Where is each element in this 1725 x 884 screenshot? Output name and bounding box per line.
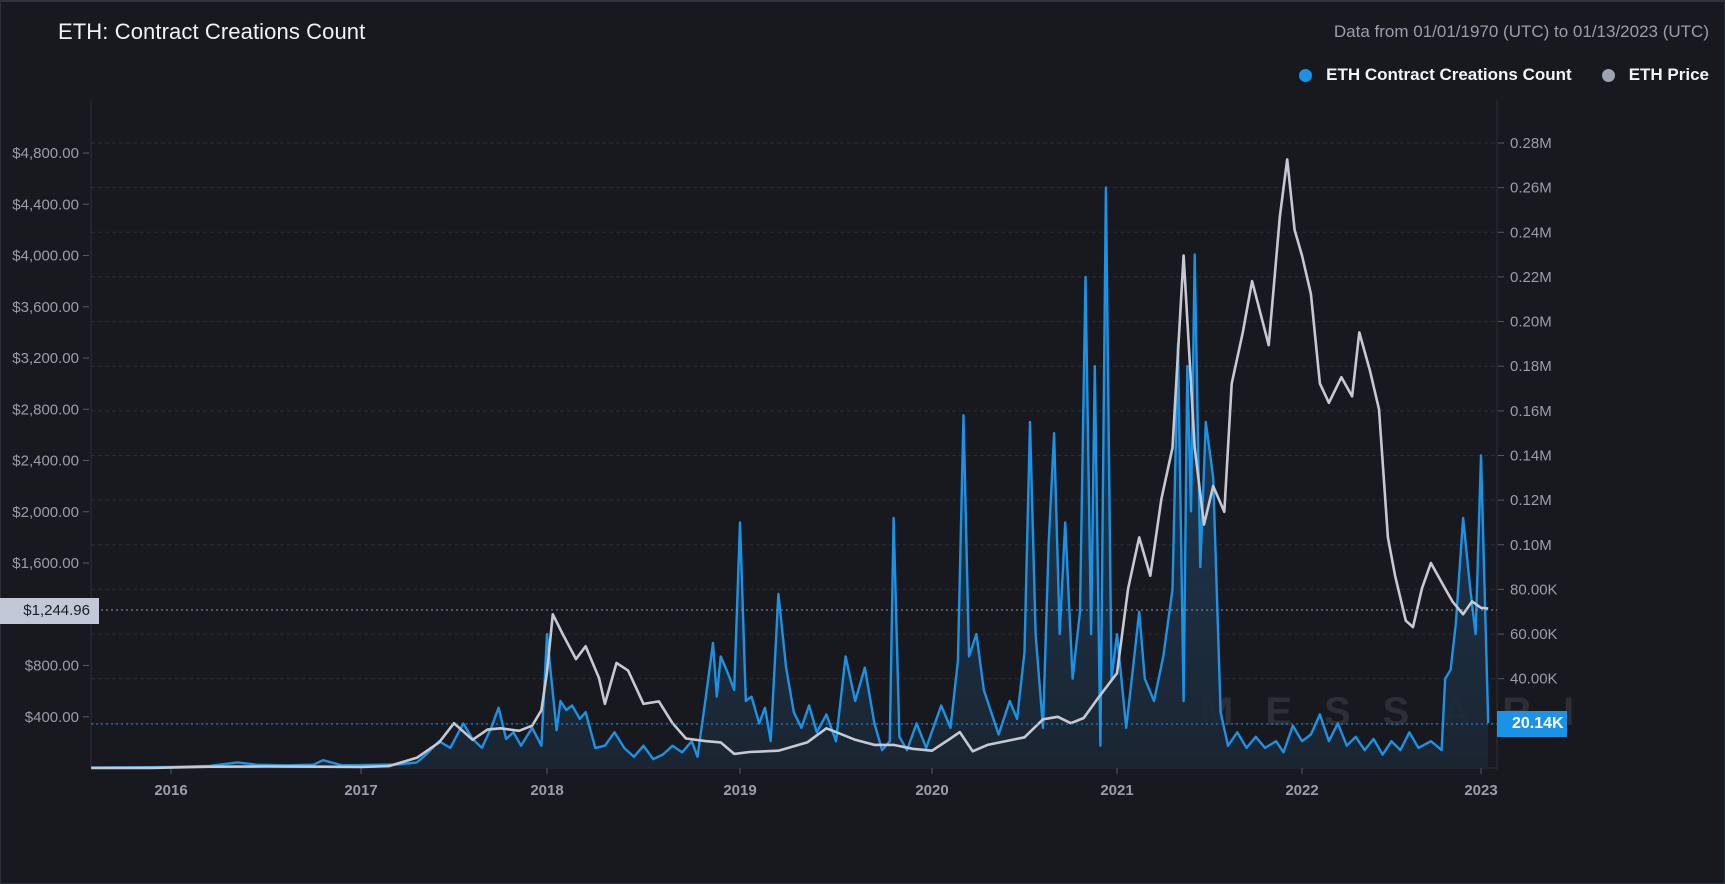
chart-title: ETH: Contract Creations Count (58, 19, 366, 44)
svg-text:80.00K: 80.00K (1510, 581, 1558, 598)
legend-label: ETH Price (1628, 65, 1709, 84)
svg-text:$400.00: $400.00 (25, 709, 79, 726)
eth-price-line (91, 158, 1489, 770)
legend-item-contract-creations[interactable]: ETH Contract Creations Count (1299, 65, 1572, 85)
svg-text:2022: 2022 (1285, 782, 1318, 799)
chart-legend: ETH Contract Creations Count ETH Price (1299, 65, 1709, 85)
svg-text:2020: 2020 (915, 782, 948, 799)
svg-text:60.00K: 60.00K (1510, 626, 1558, 643)
legend-label: ETH Contract Creations Count (1326, 65, 1572, 84)
svg-text:2018: 2018 (530, 782, 563, 799)
svg-text:0.22M: 0.22M (1510, 269, 1552, 286)
svg-text:40.00K: 40.00K (1510, 671, 1558, 688)
svg-text:$800.00: $800.00 (25, 658, 79, 675)
svg-text:0.26M: 0.26M (1510, 180, 1552, 197)
svg-text:0.16M: 0.16M (1510, 403, 1552, 420)
contract-count-area (91, 187, 1489, 769)
svg-text:$2,000.00: $2,000.00 (12, 504, 79, 521)
crosshair-right-label: 20.14K (1497, 711, 1567, 737)
gridlines (91, 142, 1497, 724)
svg-text:0.10M: 0.10M (1510, 537, 1552, 554)
legend-dot-icon (1299, 68, 1313, 82)
legend-dot-icon (1601, 68, 1615, 82)
date-range-label: Data from 01/01/1970 (UTC) to 01/13/2023… (1333, 22, 1709, 41)
svg-text:$3,600.00: $3,600.00 (12, 299, 79, 316)
svg-text:0.24M: 0.24M (1510, 224, 1552, 241)
svg-text:0.18M: 0.18M (1510, 358, 1552, 375)
svg-text:$1,600.00: $1,600.00 (12, 555, 79, 572)
contract-count-line (91, 186, 1490, 769)
svg-text:0.12M: 0.12M (1510, 492, 1552, 509)
svg-text:2021: 2021 (1100, 782, 1133, 799)
svg-text:$2,400.00: $2,400.00 (12, 453, 79, 470)
svg-text:$4,400.00: $4,400.00 (12, 196, 79, 213)
svg-text:0.20M: 0.20M (1510, 314, 1552, 331)
svg-text:2019: 2019 (723, 782, 756, 799)
svg-text:2017: 2017 (344, 782, 377, 799)
svg-text:2016: 2016 (154, 782, 187, 799)
crosshair-lines (91, 609, 1497, 725)
svg-text:$2,800.00: $2,800.00 (12, 401, 79, 418)
svg-text:$3,200.00: $3,200.00 (12, 350, 79, 367)
svg-text:0.14M: 0.14M (1510, 448, 1552, 465)
svg-text:2023: 2023 (1464, 782, 1497, 799)
svg-text:$4,800.00: $4,800.00 (12, 145, 79, 162)
crosshair-left-label: $1,244.96 (0, 598, 99, 624)
legend-item-eth-price[interactable]: ETH Price (1601, 65, 1709, 85)
svg-text:0.28M: 0.28M (1510, 135, 1552, 152)
svg-text:$4,000.00: $4,000.00 (12, 248, 79, 265)
